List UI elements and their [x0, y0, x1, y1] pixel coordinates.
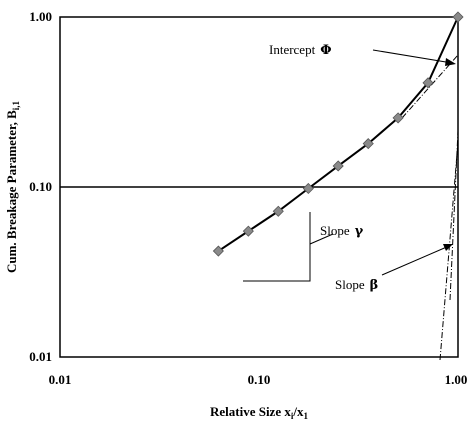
data-point: [212, 245, 224, 257]
data-point: [362, 138, 374, 150]
data-point: [422, 77, 434, 89]
x-axis-title: Relative Size xi/x1: [210, 404, 309, 421]
slope-beta-arrowhead: [443, 244, 453, 251]
y-tick-label-1: 0.01: [29, 349, 52, 364]
data-point: [452, 11, 464, 23]
series-line-1: [217, 16, 459, 252]
y-tick-label-3: 1.00: [29, 9, 52, 24]
data-point: [302, 182, 314, 195]
intercept-tangent-line: [401, 54, 459, 119]
slope-beta-arrow: [381, 245, 450, 276]
x-tick-label-1: 0.01: [49, 372, 72, 387]
data-point: [272, 205, 284, 217]
data-point: [392, 112, 404, 124]
y-axis-title: Cum. Breakage Parameter, Bi,1: [4, 100, 21, 273]
intercept-arrowhead: [445, 58, 456, 66]
beta-tangent-line: [439, 141, 459, 361]
slope-gamma-triangle: [243, 212, 311, 282]
x-tick-label-2: 0.10: [248, 372, 271, 387]
y-tick-label-2: 0.10: [29, 179, 52, 194]
slope-beta-label: Slope β: [335, 277, 378, 293]
x-tick-label-3: 1.00: [445, 372, 468, 387]
intercept-label: Intercept Φ: [269, 42, 332, 58]
data-point: [242, 225, 254, 237]
series-layer: [212, 11, 464, 257]
data-point: [332, 160, 344, 172]
slope-gamma-leader: [309, 233, 334, 245]
slope-gamma-label: Slope γ: [320, 223, 364, 239]
beta-helper-line: [449, 130, 459, 301]
